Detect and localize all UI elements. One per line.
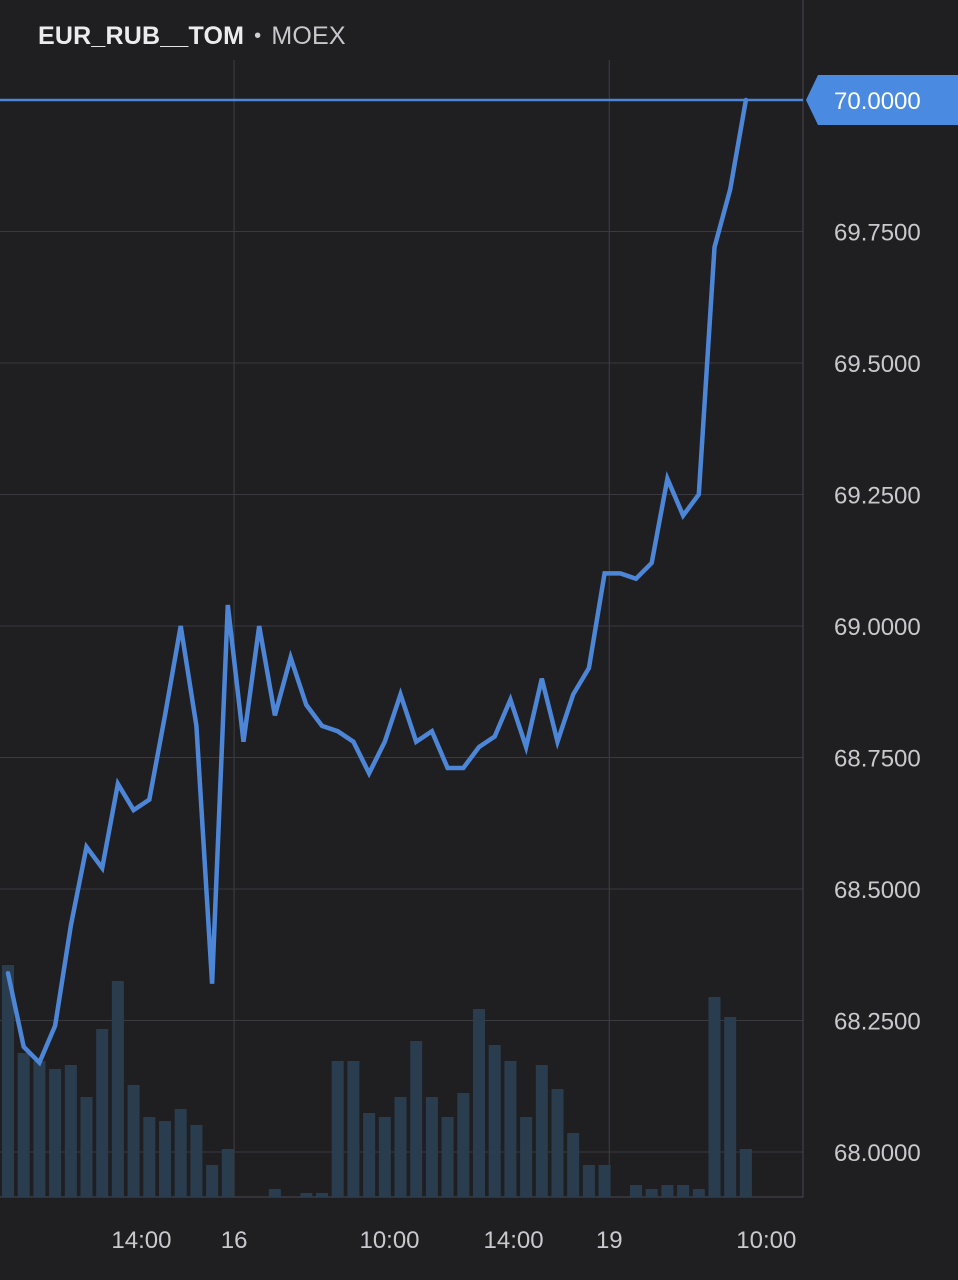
volume-bar bbox=[394, 1097, 407, 1197]
y-tick-label: 68.2500 bbox=[834, 1009, 921, 1036]
volume-bar bbox=[206, 1165, 219, 1197]
y-tick-label: 69.7500 bbox=[834, 220, 921, 247]
y-tick-label: 68.7500 bbox=[834, 746, 921, 773]
volume-bar bbox=[33, 1061, 46, 1197]
volume-bar bbox=[378, 1117, 391, 1197]
volume-bar bbox=[143, 1117, 156, 1197]
price-series-line bbox=[5, 97, 749, 1067]
volume-bar bbox=[488, 1045, 501, 1197]
header-separator: • bbox=[254, 25, 262, 47]
x-tick-label: 10:00 bbox=[736, 1227, 796, 1254]
volume-bar bbox=[127, 1085, 140, 1197]
chart-header: EUR_RUB__TOM • MOEX bbox=[38, 22, 346, 51]
volume-bar bbox=[504, 1061, 517, 1197]
volume-bar bbox=[661, 1185, 674, 1197]
volume-bar bbox=[190, 1125, 203, 1197]
volume-bar bbox=[2, 965, 14, 1197]
volume-bar bbox=[739, 1149, 752, 1197]
volume-bar bbox=[111, 981, 124, 1197]
current-price-label: 70.0000 bbox=[834, 88, 921, 115]
volume-bar bbox=[630, 1185, 642, 1197]
volume-bar bbox=[551, 1089, 564, 1197]
x-tick-label: 14:00 bbox=[484, 1227, 544, 1254]
volume-bar bbox=[174, 1109, 187, 1197]
volume-bar bbox=[520, 1117, 533, 1197]
y-tick-label: 69.0000 bbox=[834, 614, 921, 641]
volume-bar bbox=[331, 1061, 344, 1197]
volume-bar bbox=[96, 1029, 109, 1197]
volume-bar bbox=[425, 1097, 438, 1197]
volume-bar bbox=[582, 1165, 595, 1197]
volume-bar bbox=[300, 1193, 313, 1197]
volume-bar bbox=[645, 1189, 658, 1197]
volume-bar bbox=[567, 1133, 580, 1197]
volume-bar bbox=[535, 1065, 548, 1197]
y-tick-label: 68.0000 bbox=[834, 1140, 921, 1167]
ticker-symbol: EUR_RUB__TOM bbox=[38, 22, 245, 50]
x-tick-label: 10:00 bbox=[359, 1227, 419, 1254]
y-tick-label: 69.2500 bbox=[834, 483, 921, 510]
volume-bar bbox=[17, 1053, 30, 1197]
volume-bar bbox=[159, 1121, 171, 1197]
x-tick-label: 16 bbox=[221, 1227, 248, 1254]
volume-bar bbox=[221, 1149, 234, 1197]
volume-bar bbox=[268, 1189, 281, 1197]
x-tick-label: 19 bbox=[596, 1227, 623, 1254]
volume-bar bbox=[410, 1041, 423, 1197]
volume-bar bbox=[708, 997, 721, 1197]
volume-bar bbox=[598, 1165, 611, 1197]
volume-bar bbox=[316, 1193, 328, 1197]
volume-bar bbox=[457, 1093, 470, 1197]
volume-bar bbox=[441, 1117, 454, 1197]
volume-bar bbox=[80, 1097, 93, 1197]
volume-bar bbox=[363, 1113, 376, 1197]
volume-bar bbox=[677, 1185, 690, 1197]
volume-bar bbox=[692, 1189, 705, 1197]
volume-bar bbox=[347, 1061, 360, 1197]
volume-bar bbox=[64, 1065, 77, 1197]
exchange-name: MOEX bbox=[271, 22, 346, 50]
volume-bar bbox=[724, 1017, 737, 1197]
current-price-tag bbox=[806, 75, 958, 125]
volume-bar bbox=[473, 1009, 485, 1197]
y-tick-label: 68.5000 bbox=[834, 877, 921, 904]
y-tick-label: 69.5000 bbox=[834, 351, 921, 378]
x-tick-label: 14:00 bbox=[111, 1227, 171, 1254]
volume-bar bbox=[49, 1069, 62, 1197]
